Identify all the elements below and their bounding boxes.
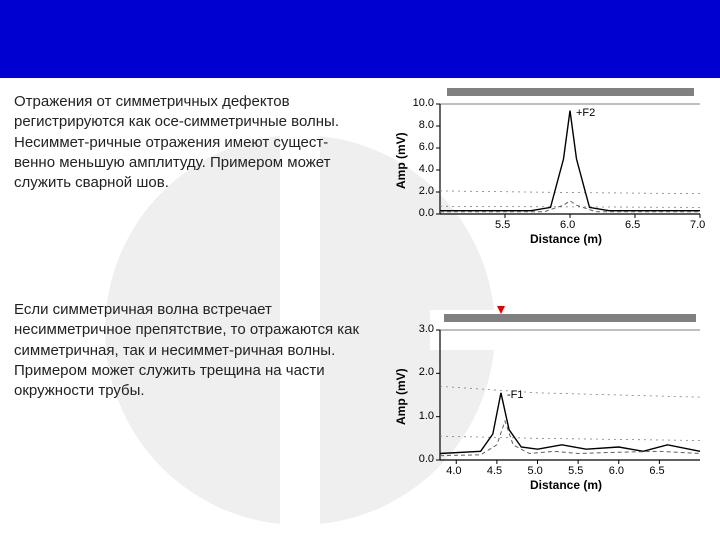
- defect-marker-icon: [497, 306, 505, 314]
- paragraph-1: Отражения от симметричных дефектов регис…: [14, 92, 359, 193]
- y-axis-label: Amp (mV): [394, 368, 408, 425]
- paragraph-2: Если симметричная волна встречает несимм…: [14, 300, 369, 401]
- peak-label: +F2: [576, 107, 595, 119]
- x-tick-label: 4.0: [446, 465, 461, 477]
- pipe-schematic-bar: [447, 88, 694, 96]
- y-tick-label: 2.0: [419, 185, 434, 197]
- x-tick-label: 4.5: [487, 465, 502, 477]
- x-tick-label: 5.0: [528, 465, 543, 477]
- y-tick-label: 6.0: [419, 141, 434, 153]
- y-tick-label: 10.0: [413, 97, 434, 109]
- x-tick-label: 5.5: [568, 465, 583, 477]
- y-tick-label: 0.0: [419, 453, 434, 465]
- y-tick-label: 2.0: [419, 366, 434, 378]
- y-tick-label: 4.0: [419, 163, 434, 175]
- x-tick-label: 6.0: [609, 465, 624, 477]
- y-axis-label: Amp (mV): [394, 132, 408, 189]
- x-tick-label: 5.5: [495, 219, 510, 231]
- chart-symmetric-reflection: 0.0 2.0 4.0 6.0 8.0 10.0 5.5 6.0 6.5 7.0 Amp (mV) D…: [380, 94, 710, 244]
- x-tick-label: 7.0: [690, 219, 705, 231]
- y-tick-label: 1.0: [419, 410, 434, 422]
- x-tick-label: 6.5: [649, 465, 664, 477]
- x-tick-label: 6.0: [560, 219, 575, 231]
- x-tick-label: 6.5: [625, 219, 640, 231]
- peak-label: -F1: [507, 389, 524, 401]
- header-bar: [0, 0, 720, 78]
- chart-asymmetric-reflection: 0.0 1.0 2.0 3.0 4.0 4.5 5.0 5.5 6.0 6.5 Amp (mV) Di…: [380, 300, 710, 490]
- y-tick-label: 3.0: [419, 323, 434, 335]
- x-axis-label: Distance (m): [530, 232, 602, 246]
- x-axis-label: Distance (m): [530, 478, 602, 492]
- y-tick-label: 8.0: [419, 119, 434, 131]
- y-tick-label: 0.0: [419, 207, 434, 219]
- pipe-schematic-bar: [444, 314, 696, 322]
